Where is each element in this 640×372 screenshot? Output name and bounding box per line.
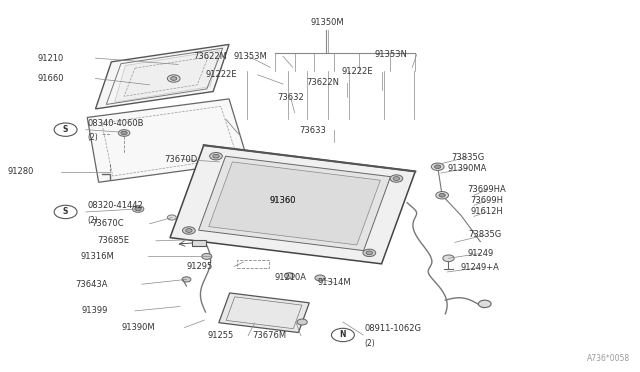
Bar [191,240,205,246]
Circle shape [213,154,219,158]
Circle shape [431,163,444,170]
Bar [237,260,269,268]
Text: 91353M: 91353M [234,52,268,61]
Circle shape [54,205,77,219]
Circle shape [436,192,449,199]
Text: 91660: 91660 [37,74,64,83]
Circle shape [332,328,355,341]
Text: 91249+A: 91249+A [461,263,500,272]
Polygon shape [87,99,248,182]
Text: 08340-4060B: 08340-4060B [87,119,144,128]
Polygon shape [170,145,415,264]
Text: 91210A: 91210A [275,273,307,282]
Text: 73622M: 73622M [193,52,227,61]
Text: 91612H: 91612H [470,208,503,217]
Text: N: N [340,330,346,340]
Circle shape [186,229,192,232]
Text: (2): (2) [365,339,375,348]
Text: 91316M: 91316M [80,252,114,261]
Circle shape [210,153,222,160]
Text: 73699HA: 73699HA [467,185,506,194]
Text: (2): (2) [87,216,98,225]
Text: 73835G: 73835G [468,230,502,240]
Circle shape [202,253,212,259]
Text: 73632: 73632 [277,93,304,102]
Text: (2): (2) [87,134,98,142]
Circle shape [435,165,441,169]
Text: 91222E: 91222E [206,70,237,79]
Text: 91360: 91360 [270,196,296,205]
Circle shape [182,227,195,234]
Text: 73685E: 73685E [97,236,129,246]
Circle shape [393,177,399,180]
Circle shape [315,275,325,281]
Circle shape [439,193,445,197]
Text: 91314M: 91314M [317,278,351,287]
Polygon shape [95,44,229,109]
Text: S: S [63,208,68,217]
Circle shape [284,273,294,279]
Text: 91280: 91280 [8,167,34,176]
Text: 91399: 91399 [82,307,108,315]
Circle shape [135,207,141,211]
Circle shape [168,215,176,220]
Text: 08320-41442: 08320-41442 [87,201,143,210]
Text: 91390M: 91390M [121,323,155,332]
Text: 73676M: 73676M [252,331,286,340]
Polygon shape [198,156,390,251]
Text: 91353N: 91353N [374,50,407,59]
Polygon shape [219,293,309,333]
Text: 73633: 73633 [300,126,326,135]
Circle shape [478,300,491,308]
Polygon shape [209,162,380,245]
Text: 73670D: 73670D [164,155,198,164]
Circle shape [121,131,127,135]
Text: 91210: 91210 [37,54,64,62]
Circle shape [366,251,372,255]
Text: A736*0058: A736*0058 [587,354,630,363]
Circle shape [170,77,177,80]
Text: 73835G: 73835G [451,153,484,161]
Text: S: S [63,125,68,134]
Text: 91350M: 91350M [311,19,344,28]
Circle shape [132,206,144,212]
Circle shape [168,75,180,82]
Text: 91295: 91295 [187,262,213,271]
Circle shape [118,130,130,137]
Text: 73699H: 73699H [470,196,503,205]
Text: 91390MA: 91390MA [448,164,487,173]
Text: 73622N: 73622N [306,78,339,87]
Circle shape [390,175,403,182]
Polygon shape [115,50,220,102]
Text: 91222E: 91222E [342,67,373,76]
Text: 91249: 91249 [467,249,493,258]
Circle shape [443,255,454,262]
Circle shape [182,277,191,282]
Text: 08911-1062G: 08911-1062G [365,324,422,333]
Circle shape [363,249,376,257]
Text: 73670C: 73670C [92,219,124,228]
Circle shape [297,319,307,325]
Circle shape [54,123,77,137]
Text: 91255: 91255 [207,331,234,340]
Text: 91360: 91360 [270,196,296,205]
Text: 73643A: 73643A [76,280,108,289]
